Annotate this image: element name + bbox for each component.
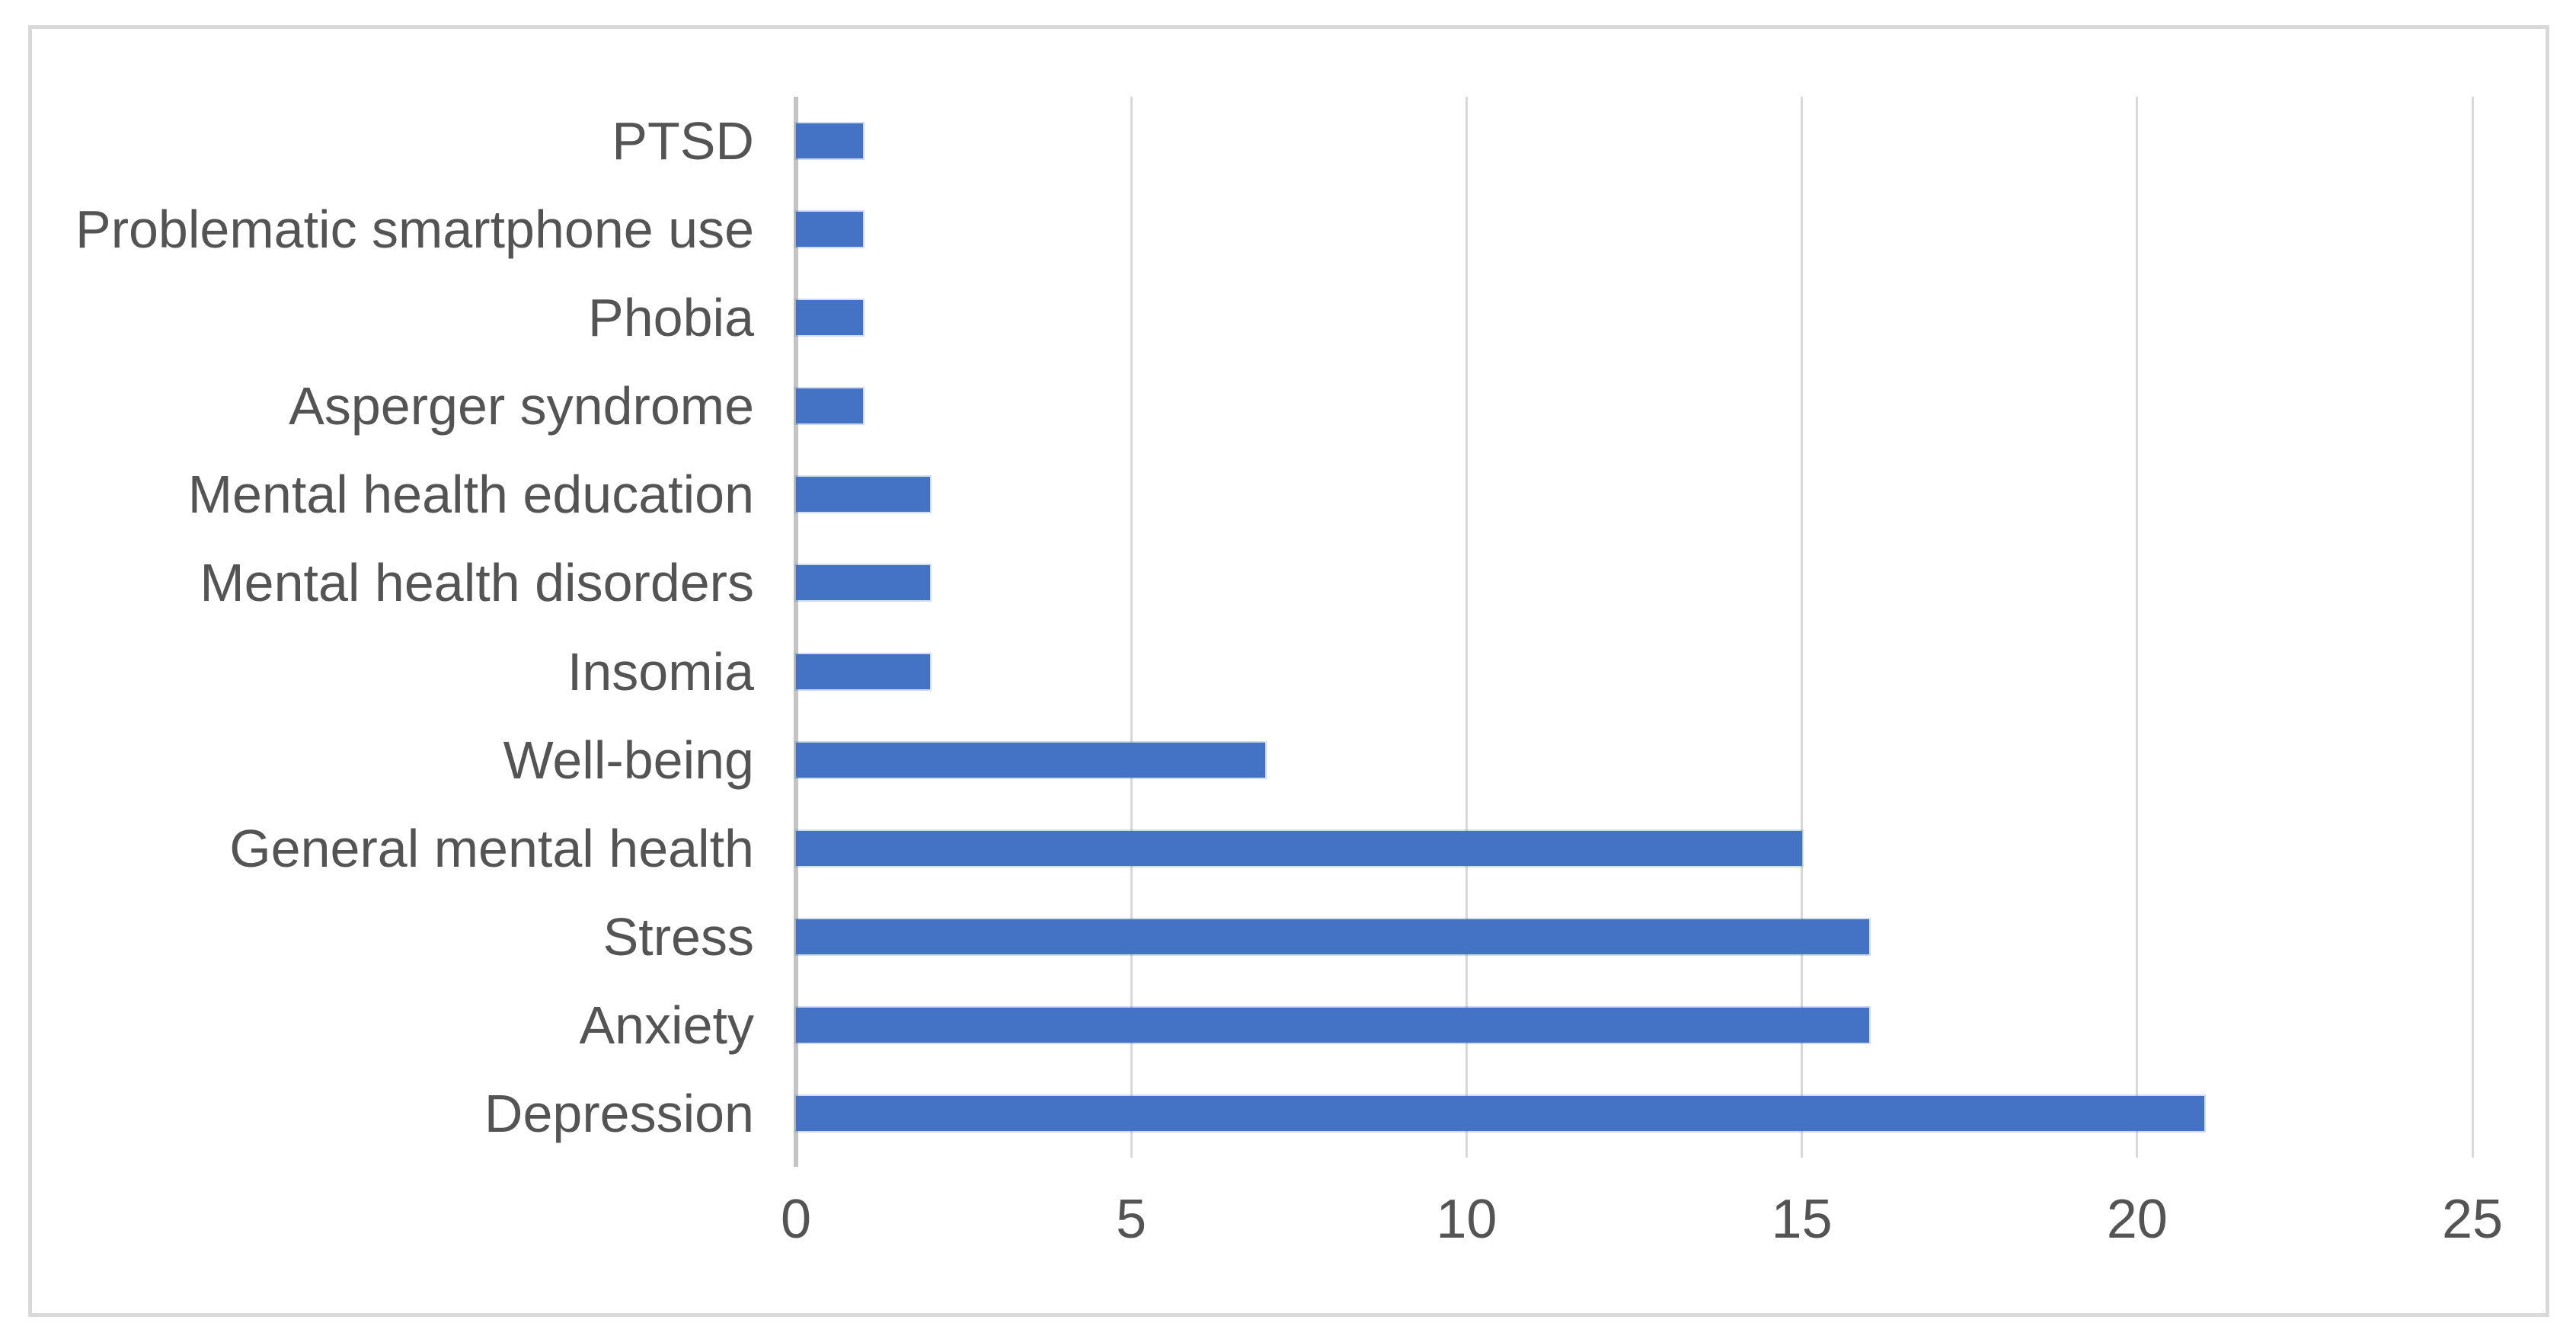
gridline-25 — [2471, 97, 2474, 1158]
category-label-ptsd: PTSD — [612, 111, 754, 171]
category-label-phobia: Phobia — [588, 288, 754, 348]
y-axis-line — [794, 97, 798, 1167]
bar-general-mental-health — [796, 830, 1802, 866]
bar-anxiety — [796, 1007, 1869, 1043]
category-label-asperger-syndrome: Asperger syndrome — [289, 376, 754, 436]
category-label-well-being: Well-being — [503, 730, 754, 790]
category-label-problematic-smartphone-use: Problematic smartphone use — [75, 200, 754, 260]
bar-stress — [796, 919, 1869, 954]
x-tick-label-5: 5 — [1116, 1189, 1147, 1250]
bar-depression — [796, 1095, 2204, 1131]
x-tick-label-0: 0 — [780, 1189, 812, 1250]
x-tick-label-25: 25 — [2441, 1189, 2504, 1250]
bar-ptsd — [796, 123, 864, 159]
x-tick-label-15: 15 — [1771, 1189, 1833, 1250]
category-label-mental-health-disorders: Mental health disorders — [200, 553, 754, 613]
bar-problematic-smartphone-use — [796, 212, 864, 248]
bar-mental-health-education — [796, 477, 931, 513]
x-tick-label-10: 10 — [1436, 1189, 1497, 1250]
gridline-5 — [1130, 97, 1133, 1158]
x-tick-label-20: 20 — [2106, 1189, 2168, 1250]
category-label-stress: Stress — [602, 906, 754, 967]
category-label-insomia: Insomia — [567, 641, 754, 701]
category-label-mental-health-education: Mental health education — [187, 465, 754, 525]
bar-insomia — [796, 653, 931, 689]
category-label-depression: Depression — [484, 1083, 754, 1143]
gridline-10 — [1465, 97, 1468, 1158]
bar-asperger-syndrome — [796, 388, 864, 424]
bar-phobia — [796, 300, 864, 336]
bar-mental-health-disorders — [796, 565, 931, 601]
bar-well-being — [796, 742, 1266, 778]
category-label-general-mental-health: General mental health — [229, 818, 754, 878]
gridline-15 — [1801, 97, 1804, 1158]
category-label-anxiety: Anxiety — [579, 995, 754, 1055]
gridline-20 — [2136, 97, 2139, 1158]
